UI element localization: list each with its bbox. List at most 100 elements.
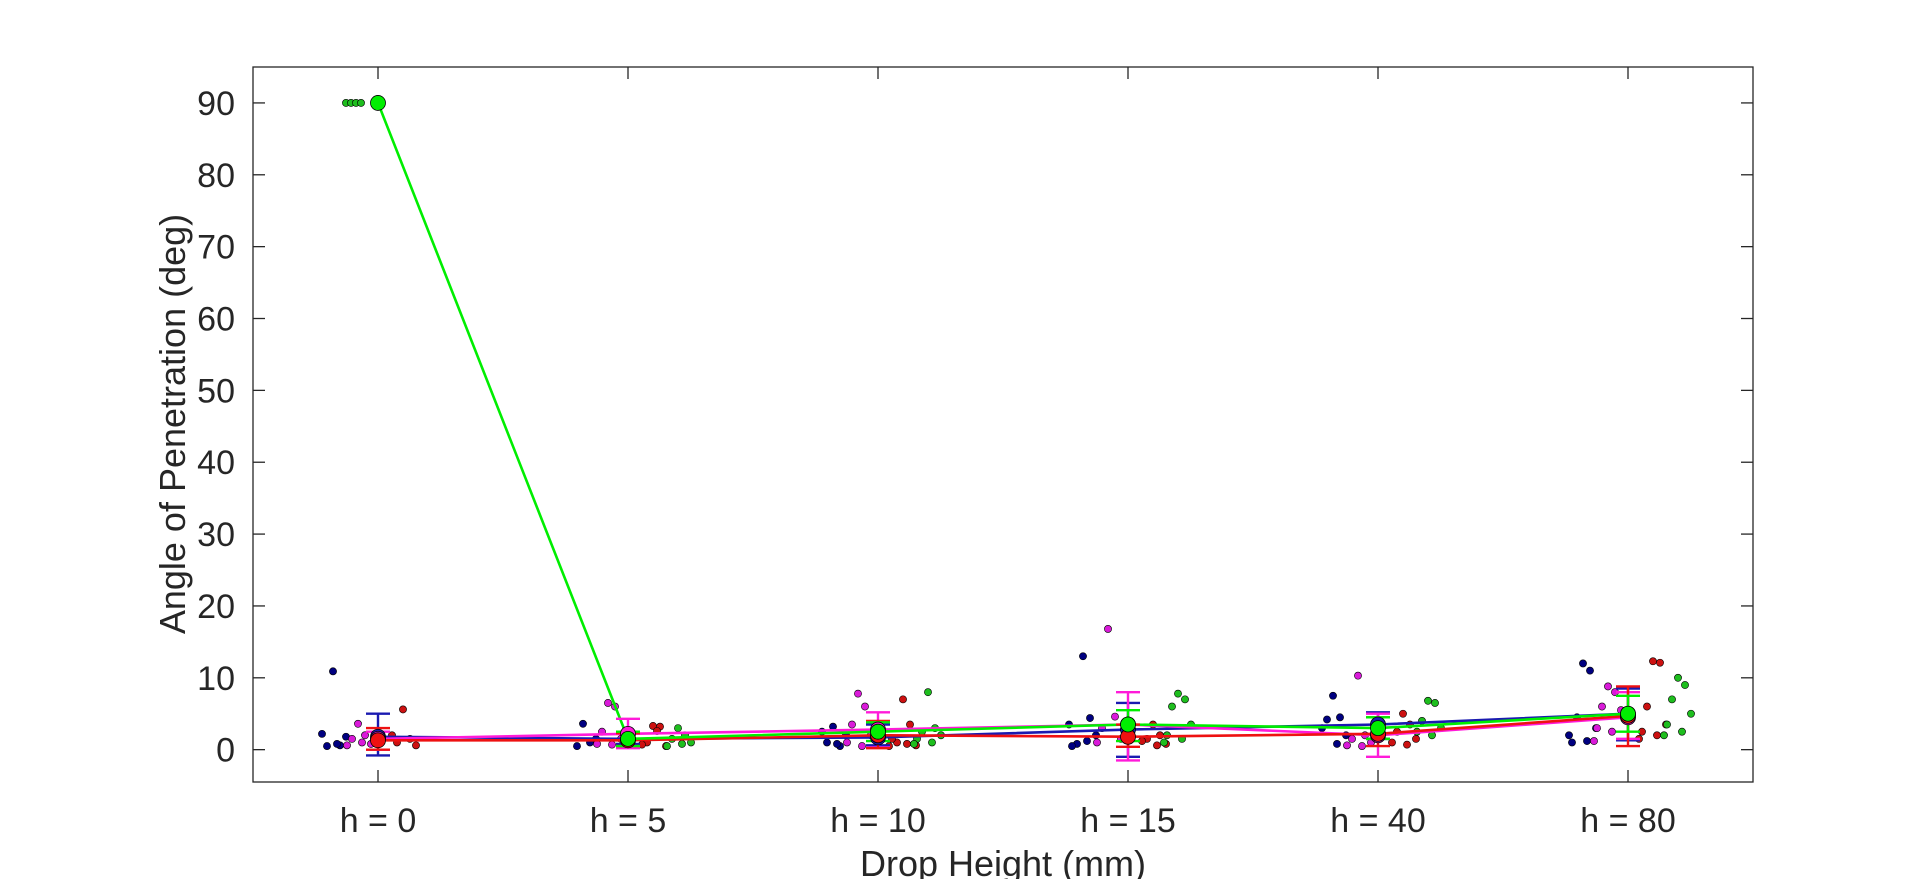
- mean-marker: [370, 95, 386, 111]
- x-axis-title: Drop Height (mm): [860, 843, 1146, 879]
- data-point: [333, 740, 341, 748]
- data-point: [1424, 696, 1432, 705]
- data-point: [361, 731, 369, 740]
- data-point: [1598, 702, 1606, 711]
- mean-marker: [370, 732, 386, 749]
- data-point: [399, 705, 407, 714]
- data-point: [1653, 731, 1661, 740]
- data-point: [1608, 727, 1616, 736]
- data-point: [348, 734, 356, 743]
- data-point: [579, 719, 587, 728]
- chart-axes: 0 10 20 30 40 50 60 70 80 90 h = 0 h = 5 h = 10 h = 1…: [197, 67, 1753, 840]
- data-point: [924, 688, 932, 697]
- y-tick-label: 40: [197, 444, 235, 482]
- data-point: [674, 724, 682, 733]
- mean-marker: [1120, 716, 1136, 733]
- y-tick-label: 0: [216, 732, 235, 770]
- data-point: [1583, 737, 1591, 745]
- data-point: [1333, 740, 1341, 748]
- data-point: [1174, 689, 1182, 698]
- data-point: [1681, 681, 1689, 689]
- data-point: [899, 695, 907, 704]
- data-point: [928, 738, 936, 747]
- series-mean-line: [378, 714, 1629, 742]
- x-tick-label: h = 80: [1580, 802, 1675, 840]
- plot-frame: [252, 66, 1754, 783]
- y-tick-label: 90: [197, 85, 235, 123]
- data-point: [1593, 724, 1601, 733]
- data-point: [858, 742, 866, 750]
- data-point: [663, 742, 671, 750]
- data-point: [1111, 712, 1119, 721]
- data-point: [1403, 740, 1411, 749]
- mean-marker: [1620, 705, 1636, 722]
- data-point: [343, 741, 351, 750]
- data-point: [1168, 702, 1176, 711]
- data-point: [1323, 715, 1331, 724]
- data-point: [608, 740, 616, 749]
- y-tick-label: 60: [197, 301, 235, 339]
- mean-marker: [870, 723, 886, 740]
- data-point: [1586, 666, 1594, 675]
- data-point: [1660, 731, 1668, 740]
- data-point: [823, 738, 831, 747]
- x-tick-label: h = 10: [830, 802, 925, 840]
- data-point: [1079, 652, 1087, 661]
- y-tick-label: 70: [197, 229, 235, 267]
- y-tick-label: 20: [197, 588, 235, 626]
- data-point: [1354, 671, 1362, 680]
- data-point: [1643, 702, 1651, 711]
- data-point: [1086, 714, 1094, 722]
- data-point: [358, 738, 366, 747]
- data-point: [843, 738, 851, 747]
- data-point: [1668, 695, 1676, 704]
- data-point: [861, 702, 869, 711]
- data-point: [604, 699, 612, 707]
- data-point: [412, 741, 420, 750]
- data-point: [1083, 737, 1091, 745]
- data-point: [354, 719, 362, 728]
- data-point: [1590, 737, 1598, 745]
- data-point: [1663, 720, 1671, 729]
- data-point: [318, 729, 326, 738]
- data-point: [848, 720, 856, 729]
- data-point: [1343, 741, 1351, 750]
- data-point: [1568, 738, 1576, 747]
- data-point: [1160, 738, 1168, 747]
- data-point: [1093, 738, 1101, 747]
- data-point: [1687, 709, 1695, 718]
- y-tick-label: 30: [197, 516, 235, 554]
- data-point: [910, 740, 918, 748]
- data-point: [1358, 742, 1366, 750]
- y-tick-label: 50: [197, 372, 235, 410]
- data-point: [329, 667, 337, 676]
- data-point: [1329, 691, 1337, 700]
- y-tick-label: 10: [197, 660, 235, 698]
- series-mean-line: [376, 102, 1629, 741]
- data-point: [854, 689, 862, 698]
- data-point: [323, 742, 331, 750]
- data-point: [573, 742, 581, 750]
- x-tick-label: h = 0: [340, 802, 417, 840]
- data-point: [1412, 734, 1420, 743]
- x-tick-label: h = 5: [590, 802, 667, 840]
- x-tick-label: h = 40: [1330, 802, 1425, 840]
- data-point: [903, 740, 911, 748]
- data-point: [1649, 657, 1657, 666]
- data-point: [1348, 734, 1356, 743]
- data-point: [1104, 625, 1112, 633]
- y-axis-title: Angle of Penetration (deg): [152, 214, 193, 634]
- data-point: [1674, 673, 1682, 682]
- data-point: [1153, 741, 1161, 750]
- data-point: [1565, 731, 1573, 740]
- data-point: [1604, 682, 1612, 691]
- data-point: [906, 720, 914, 729]
- data-point: [1678, 727, 1686, 736]
- data-point: [1181, 695, 1189, 704]
- mean-marker: [1370, 720, 1386, 737]
- data-point: [833, 740, 841, 748]
- y-tick-label: 80: [197, 157, 235, 195]
- x-tick-label: h = 15: [1080, 802, 1175, 840]
- data-point: [1399, 709, 1407, 718]
